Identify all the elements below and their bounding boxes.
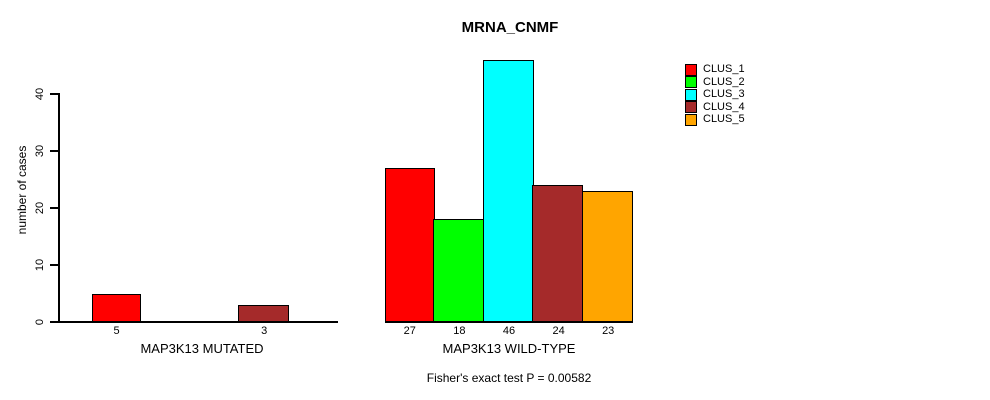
- y-axis-tick-label: 20: [34, 201, 46, 215]
- legend-swatch-icon: [685, 101, 697, 113]
- legend-entry: CLUS_4: [685, 100, 745, 113]
- y-axis-tick: [50, 264, 58, 266]
- legend: CLUS_1 CLUS_2 CLUS_3 CLUS_4 CLUS_5: [685, 63, 745, 126]
- legend-entry-label: CLUS_3: [703, 88, 745, 100]
- bar-value-label: 27: [403, 325, 416, 337]
- legend-entry: CLUS_1: [685, 63, 745, 76]
- bar-clus_5: [581, 190, 633, 322]
- legend-entry: CLUS_2: [685, 75, 745, 88]
- bar-clus_1: [92, 293, 142, 322]
- y-axis-line: [58, 93, 60, 323]
- y-axis-tick: [50, 150, 58, 152]
- legend-swatch-icon: [685, 88, 697, 101]
- y-axis-tick-label: 30: [34, 144, 46, 158]
- legend-swatch-icon: [685, 113, 697, 126]
- legend-entry: CLUS_5: [685, 113, 745, 126]
- group-label: MAP3K13 WILD-TYPE: [442, 341, 576, 356]
- bar-clus_4: [238, 304, 289, 322]
- fisher-test-annotation: Fisher's exact test P = 0.00582: [426, 371, 592, 385]
- y-axis-tick-label: 40: [34, 87, 46, 101]
- bar-clus_4: [532, 185, 584, 322]
- bar-clus_3: [482, 59, 534, 322]
- legend-entry-label: CLUS_2: [703, 75, 745, 88]
- y-axis-tick: [50, 207, 58, 209]
- y-axis-tick: [50, 93, 58, 95]
- bar-value-label: 24: [552, 325, 565, 337]
- legend-entry-label: CLUS_5: [703, 113, 745, 125]
- x-axis-baseline: [385, 321, 633, 323]
- legend-entry: CLUS_3: [685, 88, 745, 101]
- y-axis-tick: [50, 321, 58, 323]
- legend-swatch-icon: [685, 63, 697, 76]
- legend-swatch-icon: [685, 76, 697, 88]
- bar-value-label: 5: [113, 325, 120, 337]
- bar-clus_1: [385, 168, 435, 322]
- chart-title: MRNA_CNMF: [461, 19, 559, 36]
- y-axis-tick-label: 10: [34, 258, 46, 272]
- legend-entry-label: CLUS_4: [703, 100, 745, 113]
- bar-value-label: 3: [261, 325, 268, 337]
- y-axis-tick-label: 0: [34, 318, 46, 326]
- x-axis-baseline: [58, 321, 338, 323]
- bar-value-label: 46: [502, 325, 516, 337]
- bar-clus_2: [433, 219, 485, 322]
- legend-entry-label: CLUS_1: [703, 63, 745, 75]
- bar-value-label: 18: [453, 325, 466, 337]
- group-label: MAP3K13 MUTATED: [140, 341, 264, 356]
- bar-value-label: 23: [602, 325, 615, 337]
